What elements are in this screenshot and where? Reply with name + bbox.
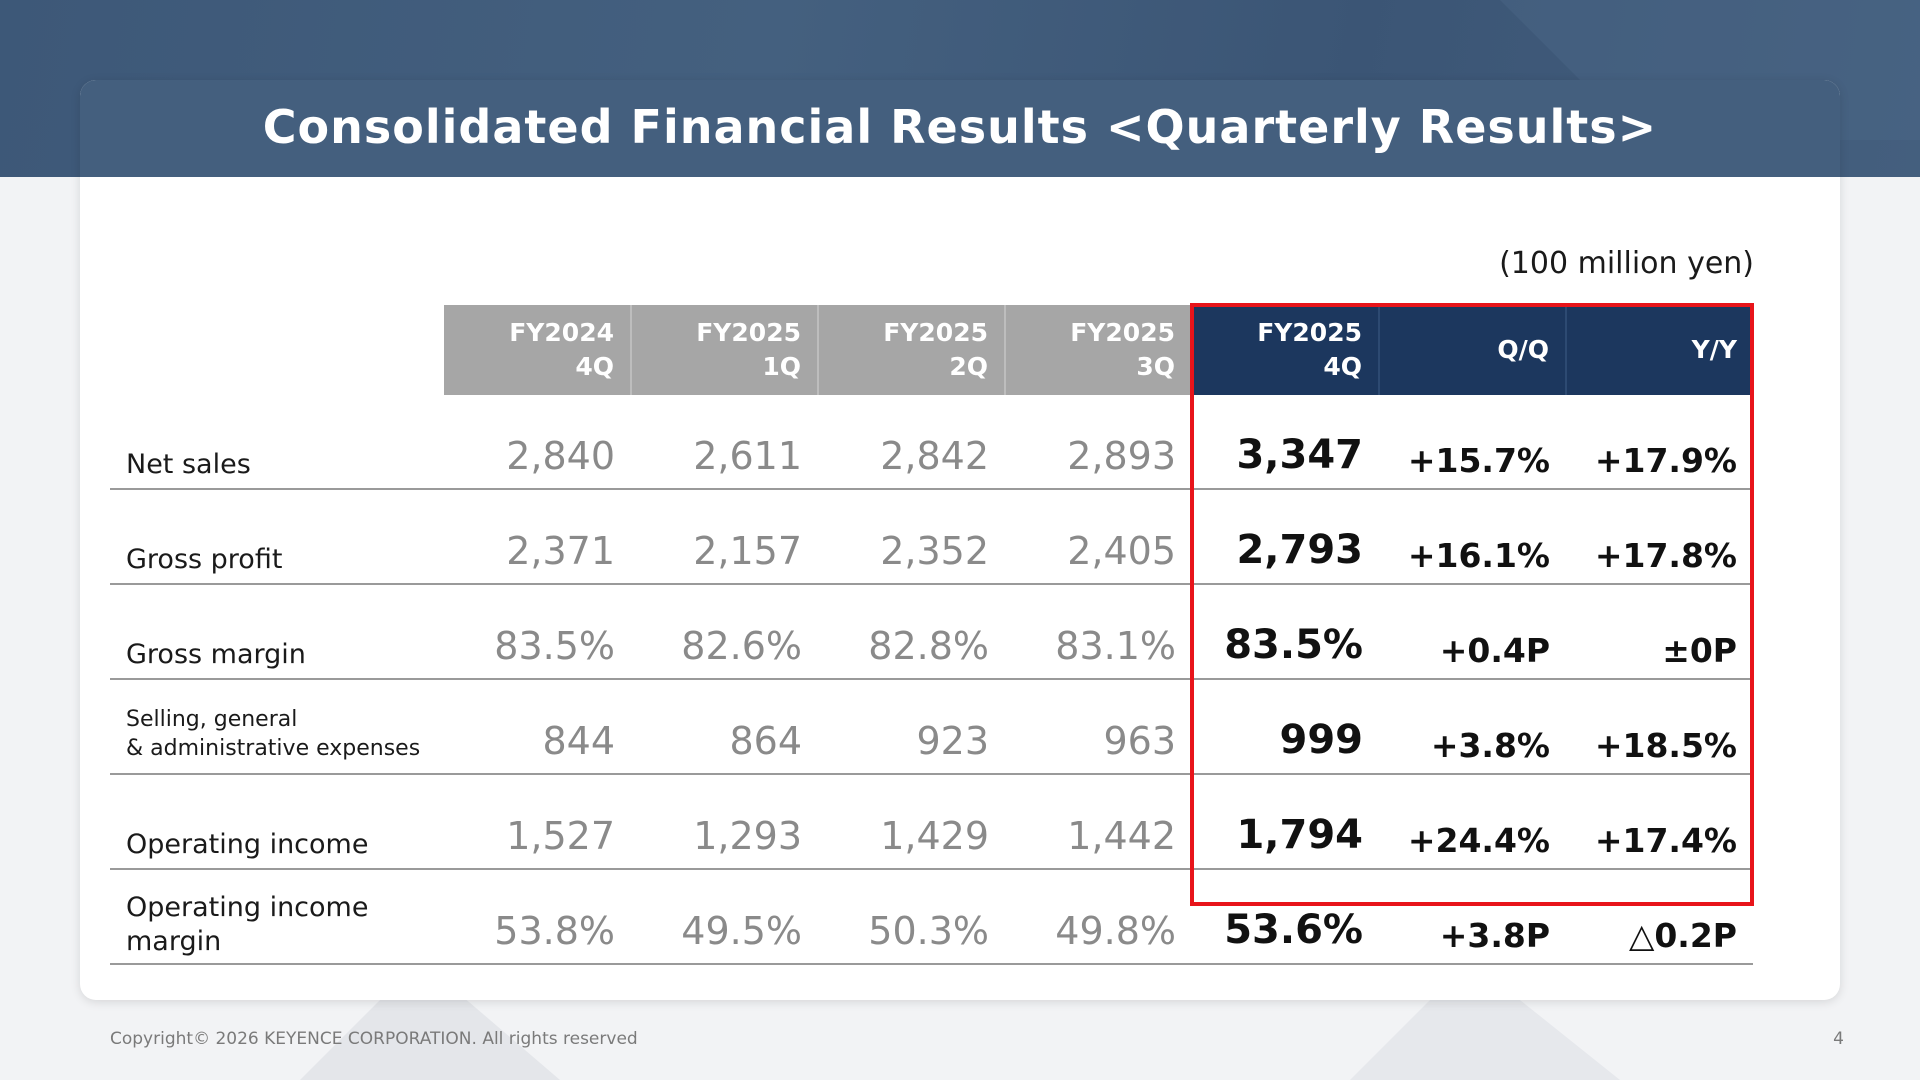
row-label: Net sales <box>110 395 444 490</box>
value-cell: 2,157 <box>631 489 818 585</box>
value-cell: 2,842 <box>818 395 1005 490</box>
row-label: Operating income <box>110 774 444 870</box>
value-cell: 2,371 <box>444 489 631 585</box>
value-cell: 963 <box>1005 679 1192 775</box>
value-cell: 844 <box>444 679 631 775</box>
current-value-cell: 1,794 <box>1192 774 1379 870</box>
row-label: Operating income margin <box>110 869 444 965</box>
qq-change-cell: +0.4P <box>1379 584 1566 680</box>
header-blank-cell <box>110 305 444 395</box>
copyright-notice: Copyright© 2026 KEYENCE CORPORATION. All… <box>110 1029 638 1049</box>
value-cell: 923 <box>818 679 1005 775</box>
qq-change-cell: +24.4% <box>1379 774 1566 870</box>
page-title: Consolidated Financial Results <Quarterl… <box>262 100 1658 154</box>
title-bar <box>80 80 1840 177</box>
unit-label: (100 million yen) <box>1499 246 1754 281</box>
table-row-gross-profit: Gross profit 2,371 2,157 2,352 2,405 2,7… <box>110 489 1753 585</box>
page-number: 4 <box>1833 1029 1844 1049</box>
table-header-row: FY2024 4Q FY2025 1Q FY2025 2Q FY2025 3Q FY20… <box>110 305 1753 395</box>
current-value-cell: 53.6% <box>1192 869 1379 965</box>
table-row-sga-expenses: Selling, general & administrative expense… <box>110 679 1753 775</box>
value-cell: 82.6% <box>631 584 818 680</box>
yy-change-cell: +17.9% <box>1566 395 1753 490</box>
value-cell: 50.3% <box>818 869 1005 965</box>
financial-results-table: FY2024 4Q FY2025 1Q FY2025 2Q FY2025 3Q FY20… <box>110 305 1753 965</box>
current-value-cell: 2,793 <box>1192 489 1379 585</box>
qq-change-cell: +15.7% <box>1379 395 1566 490</box>
yy-change-cell: +17.4% <box>1566 774 1753 870</box>
value-cell: 1,429 <box>818 774 1005 870</box>
table-row-gross-margin: Gross margin 83.5% 82.6% 82.8% 83.1% 83.… <box>110 584 1753 680</box>
column-header-fy2025-3q: FY2025 3Q <box>1005 305 1193 395</box>
current-value-cell: 999 <box>1192 679 1379 775</box>
current-value-cell: 83.5% <box>1192 584 1379 680</box>
qq-change-cell: +16.1% <box>1379 489 1566 585</box>
value-cell: 49.5% <box>631 869 818 965</box>
column-header-yy: Y/Y <box>1566 305 1753 395</box>
yy-change-cell: ±0P <box>1566 584 1753 680</box>
column-header-qq: Q/Q <box>1379 305 1567 395</box>
value-cell: 2,352 <box>818 489 1005 585</box>
qq-change-cell: +3.8% <box>1379 679 1566 775</box>
column-header-fy2025-1q: FY2025 1Q <box>631 305 819 395</box>
yy-change-cell: +17.8% <box>1566 489 1753 585</box>
value-cell: 1,527 <box>444 774 631 870</box>
table-row-operating-income: Operating income 1,527 1,293 1,429 1,442… <box>110 774 1753 870</box>
column-header-fy2025-2q: FY2025 2Q <box>818 305 1006 395</box>
row-label: Gross margin <box>110 584 444 680</box>
value-cell: 83.5% <box>444 584 631 680</box>
column-header-fy2024-4q: FY2024 4Q <box>444 305 632 395</box>
value-cell: 2,611 <box>631 395 818 490</box>
table-row-operating-income-margin: Operating income margin 53.8% 49.5% 50.3%… <box>110 869 1753 965</box>
value-cell: 2,840 <box>444 395 631 490</box>
value-cell: 82.8% <box>818 584 1005 680</box>
row-label: Selling, general & administrative expense… <box>110 679 444 775</box>
row-label: Gross profit <box>110 489 444 585</box>
yy-change-cell: +18.5% <box>1566 679 1753 775</box>
value-cell: 2,405 <box>1005 489 1192 585</box>
value-cell: 1,442 <box>1005 774 1192 870</box>
qq-change-cell: +3.8P <box>1379 869 1566 965</box>
value-cell: 53.8% <box>444 869 631 965</box>
table-row-net-sales: Net sales 2,840 2,611 2,842 2,893 3,347 … <box>110 395 1753 490</box>
value-cell: 49.8% <box>1005 869 1192 965</box>
yy-change-cell: △0.2P <box>1566 869 1753 965</box>
value-cell: 1,293 <box>631 774 818 870</box>
value-cell: 864 <box>631 679 818 775</box>
current-value-cell: 3,347 <box>1192 395 1379 490</box>
column-header-fy2025-4q: FY2025 4Q <box>1192 305 1380 395</box>
value-cell: 83.1% <box>1005 584 1192 680</box>
value-cell: 2,893 <box>1005 395 1192 490</box>
